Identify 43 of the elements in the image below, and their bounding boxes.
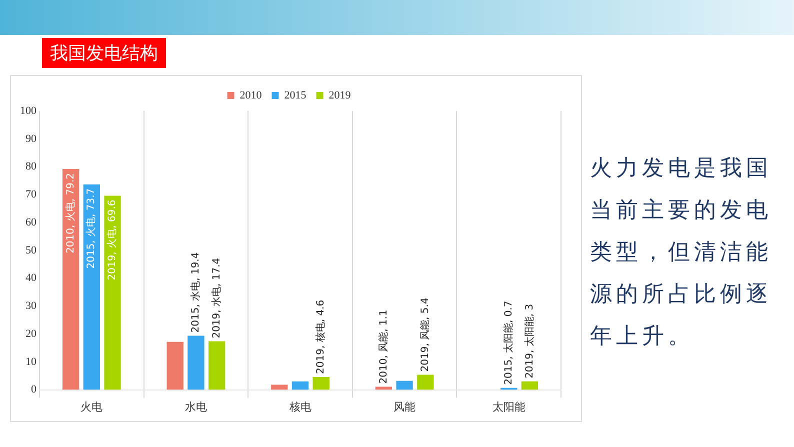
x-tick-label: 太阳能 [492, 400, 526, 414]
data-label: 2015, 太阳能, 0.7 [502, 300, 514, 385]
text: 火力发电是我国当前主要的发电类型，但清洁能源的所占比例逐年上升。 [590, 155, 773, 351]
y-tick-label: 80 [26, 160, 37, 173]
x-tick-label: 风能 [394, 400, 416, 414]
data-label: 2019, 风能, 5.4 [419, 298, 432, 372]
bar [521, 381, 538, 390]
bar [292, 381, 309, 390]
chart-title: 我国发电结构 [42, 38, 166, 68]
bar [188, 336, 204, 390]
y-tick-label: 10 [26, 356, 37, 368]
bar [417, 374, 434, 390]
bar [104, 196, 121, 390]
bar [62, 168, 80, 390]
data-label: 2015, 水电, 19.4 [190, 252, 202, 333]
data-label: 2019, 太阳能, 3 [523, 304, 536, 378]
x-tick-label: 水电 [184, 400, 207, 414]
bar [312, 376, 330, 390]
y-tick-label: 100 [20, 104, 37, 117]
data-label: 2019, 水电, 17.4 [210, 258, 222, 338]
bar [83, 184, 100, 390]
legend-label: 2015 [284, 89, 307, 102]
y-tick-label: 20 [26, 328, 37, 340]
y-tick-label: 50 [26, 244, 37, 256]
data-label: 2019, 核电, 4.6 [314, 300, 327, 374]
y-tick-label: 0 [31, 384, 37, 396]
x-tick-label: 核电 [288, 400, 312, 414]
bar [208, 341, 226, 390]
bar [166, 342, 184, 390]
y-tick-label: 70 [26, 188, 37, 201]
data-label: 2015, 火电, 73.7 [85, 188, 98, 269]
legend-label: 2019 [328, 89, 352, 102]
y-tick-label: 90 [26, 132, 37, 145]
y-tick-label: 40 [26, 272, 37, 284]
bar [375, 386, 392, 390]
bar [396, 380, 413, 390]
data-label: 2010, 风能, 1.1 [377, 310, 390, 384]
data-label: 2010, 火电, 79.2 [64, 172, 76, 254]
data-label: 2019, 火电, 69.6 [106, 200, 118, 280]
legend-label: 2010 [240, 89, 262, 102]
x-tick-label: 火电 [80, 400, 103, 414]
y-tick-label: 30 [26, 300, 37, 312]
y-tick-label: 60 [26, 216, 37, 228]
